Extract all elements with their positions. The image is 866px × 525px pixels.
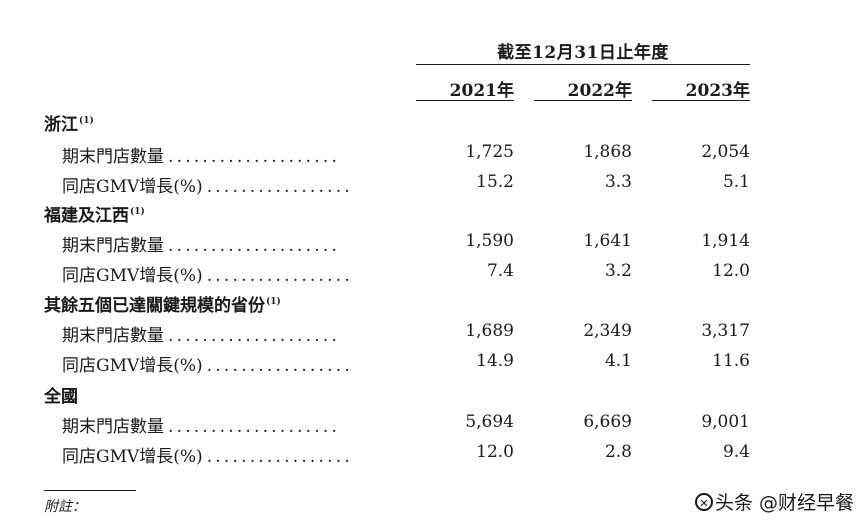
row-label-text: 同店GMV增長(%) xyxy=(62,447,203,467)
year-header-2021: 2021年 xyxy=(449,81,514,101)
table-row: 同店GMV增長(%)................. 15.2 3.3 5.1 xyxy=(0,172,866,198)
year-header-2023: 2023年 xyxy=(685,81,750,101)
row-label-text: 期末門店數量 xyxy=(62,417,164,437)
cell-2022: 2.8 xyxy=(604,442,632,462)
table-row: 期末門店數量.................... 5,694 6,669 9… xyxy=(0,412,866,438)
leader-dots: .................... xyxy=(168,147,341,167)
leader-dots: .................... xyxy=(168,326,341,346)
row-label-text: 期末門店數量 xyxy=(62,236,164,256)
leader-dots: .................... xyxy=(168,417,341,437)
footnote-ref: (1) xyxy=(79,116,94,126)
toutiao-logo-icon: ✕ xyxy=(694,492,713,511)
row-label: 同店GMV增長(%)................. xyxy=(62,172,398,197)
section-title-national: 全國 xyxy=(44,382,78,407)
cell-2023: 5.1 xyxy=(722,172,750,192)
table-row: 同店GMV增長(%)................. 7.4 3.2 12.0 xyxy=(0,261,866,287)
cell-2021: 1,725 xyxy=(465,142,514,162)
watermark-text: 头条 @财经早餐 xyxy=(714,492,854,514)
cell-2021: 15.2 xyxy=(476,172,514,192)
table-row: 期末門店數量.................... 1,725 1,868 2… xyxy=(0,142,866,168)
cell-2023: 9,001 xyxy=(701,412,750,432)
section-title-other-provinces: 其餘五個已達關鍵規模的省份(1) xyxy=(44,291,281,316)
leader-dots: .................... xyxy=(168,236,341,256)
section-title-text: 浙江 xyxy=(44,115,78,135)
row-label: 期末門店數量.................... xyxy=(62,412,398,437)
watermark: ✕ 头条 @财经早餐 xyxy=(694,488,854,515)
leader-dots: ................. xyxy=(206,447,353,467)
cell-2022: 1,641 xyxy=(583,231,632,251)
row-label: 期末門店數量.................... xyxy=(62,142,398,167)
year-underline-2023 xyxy=(652,100,750,101)
cell-2021: 12.0 xyxy=(476,442,514,462)
footnote-label: 附註： xyxy=(44,499,86,515)
cell-2023: 1,914 xyxy=(701,231,750,251)
cell-2021: 1,689 xyxy=(465,321,514,341)
table-row: 期末門店數量.................... 1,590 1,641 1… xyxy=(0,231,866,257)
leader-dots: ................. xyxy=(206,177,353,197)
table-row: 同店GMV增長(%)................. 12.0 2.8 9.4 xyxy=(0,442,866,468)
row-label: 同店GMV增長(%)................. xyxy=(62,442,398,467)
year-underline-2021 xyxy=(416,100,514,101)
row-label-text: 同店GMV增長(%) xyxy=(62,266,203,286)
footnote-ref: (1) xyxy=(266,297,281,307)
cell-2021: 14.9 xyxy=(476,351,514,371)
cell-2023: 12.0 xyxy=(712,261,750,281)
section-title-text: 全國 xyxy=(44,387,78,407)
row-label-text: 期末門店數量 xyxy=(62,326,164,346)
leader-dots: ................. xyxy=(206,266,353,286)
table-row: 期末門店數量.................... 1,689 2,349 3… xyxy=(0,321,866,347)
row-label: 同店GMV增長(%)................. xyxy=(62,261,398,286)
row-label-text: 同店GMV增長(%) xyxy=(62,177,203,197)
row-label: 期末門店數量.................... xyxy=(62,231,398,256)
cell-2021: 7.4 xyxy=(486,261,514,281)
cell-2022: 6,669 xyxy=(583,412,632,432)
period-title: 截至12月31日止年度 xyxy=(497,43,669,63)
cell-2022: 1,868 xyxy=(583,142,632,162)
year-header-2022: 2022年 xyxy=(567,81,632,101)
cell-2023: 3,317 xyxy=(701,321,750,341)
row-label: 同店GMV增長(%)................. xyxy=(62,351,398,376)
cell-2022: 4.1 xyxy=(604,351,632,371)
cell-2022: 3.2 xyxy=(604,261,632,281)
section-title-text: 福建及江西 xyxy=(44,206,129,226)
row-label: 期末門店數量.................... xyxy=(62,321,398,346)
section-title-text: 其餘五個已達關鍵規模的省份 xyxy=(44,296,265,316)
table-row: 同店GMV增長(%)................. 14.9 4.1 11.… xyxy=(0,351,866,377)
cell-2021: 5,694 xyxy=(465,412,514,432)
section-title-fujian-jiangxi: 福建及江西(1) xyxy=(44,201,145,226)
cell-2022: 2,349 xyxy=(583,321,632,341)
leader-dots: ................. xyxy=(206,356,353,376)
section-title-zhejiang: 浙江(1) xyxy=(44,110,94,135)
cell-2023: 11.6 xyxy=(712,351,750,371)
year-underline-2022 xyxy=(534,100,632,101)
cell-2023: 2,054 xyxy=(701,142,750,162)
cell-2022: 3.3 xyxy=(604,172,632,192)
cell-2021: 1,590 xyxy=(465,231,514,251)
footnote-divider xyxy=(44,490,136,491)
row-label-text: 同店GMV增長(%) xyxy=(62,356,203,376)
cell-2023: 9.4 xyxy=(722,442,750,462)
period-underline xyxy=(416,64,750,65)
footnote-ref: (1) xyxy=(130,207,145,217)
row-label-text: 期末門店數量 xyxy=(62,147,164,167)
